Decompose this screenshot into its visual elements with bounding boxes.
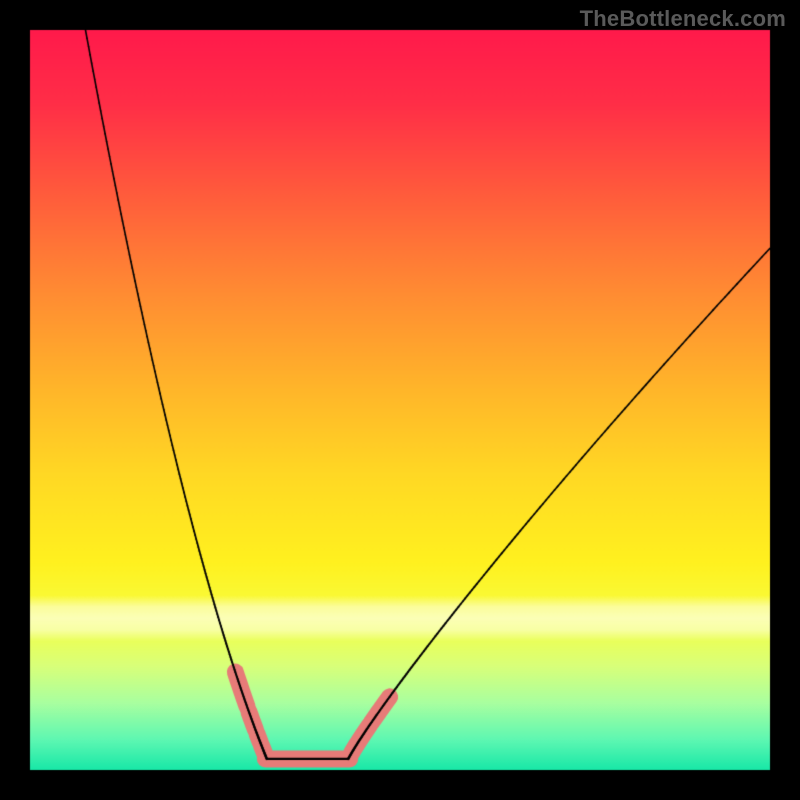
chart-root: TheBottleneck.com: [0, 0, 800, 800]
bottleneck-curve-canvas: [0, 0, 800, 800]
watermark-text: TheBottleneck.com: [580, 6, 786, 32]
